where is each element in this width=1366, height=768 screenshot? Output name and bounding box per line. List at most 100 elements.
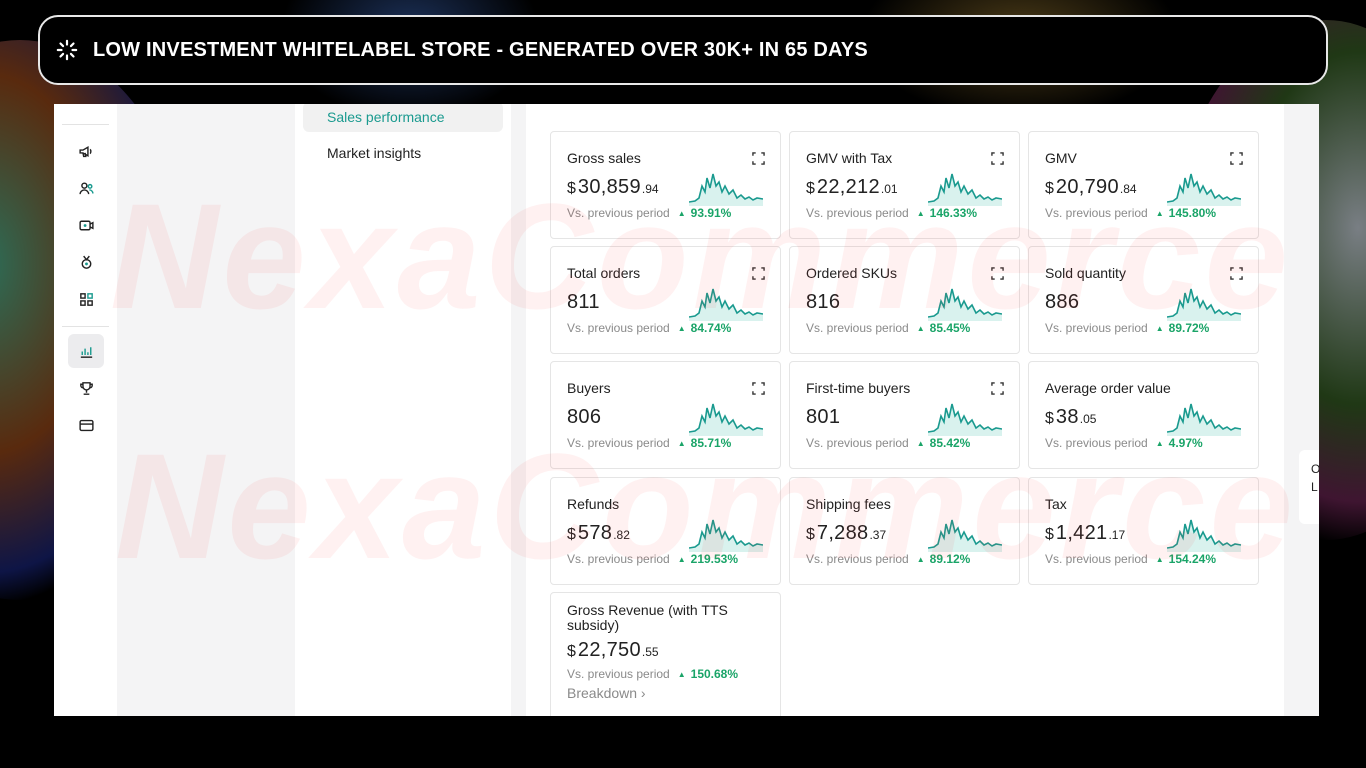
expand-icon[interactable] [991, 152, 1004, 165]
trend-up-icon: ▲ [1155, 554, 1164, 564]
metric-card[interactable]: GMV $20,790.84 Vs. previous period ▲ 145.… [1028, 131, 1259, 239]
comparison: Vs. previous period ▲ 89.12% [806, 552, 970, 566]
megaphone-icon[interactable] [68, 134, 104, 168]
comparison: Vs. previous period ▲ 154.24% [1045, 552, 1216, 566]
trophy-icon[interactable] [68, 371, 104, 405]
comparison-label: Vs. previous period [567, 321, 670, 335]
currency-symbol: $ [806, 180, 815, 197]
metric-card[interactable]: Gross sales $30,859.94 Vs. previous perio… [550, 131, 781, 239]
change-percent: 219.53% [690, 552, 739, 566]
expand-icon[interactable] [752, 267, 765, 280]
metric-value: $20,790.84 [1045, 176, 1137, 199]
metric-value: 801 [806, 406, 840, 429]
expand-icon[interactable] [991, 382, 1004, 395]
comparison: Vs. previous period ▲ 4.97% [1045, 436, 1203, 450]
metric-title: Average order value [1045, 380, 1171, 396]
metric-main-value: 886 [1045, 291, 1080, 313]
comparison: Vs. previous period ▲ 89.72% [1045, 321, 1209, 335]
metric-card[interactable]: Average order value $38.05 Vs. previous p… [1028, 361, 1259, 469]
metric-card[interactable]: Tax $1,421.17 Vs. previous period ▲ 154.2… [1028, 477, 1259, 585]
comparison-label: Vs. previous period [1045, 436, 1148, 450]
metric-title: Gross Revenue (with TTS subsidy) [567, 602, 728, 633]
metric-value: 816 [806, 291, 840, 314]
change-percent: 89.12% [929, 552, 971, 566]
metric-card[interactable]: First-time buyers 801 Vs. previous period… [789, 361, 1020, 469]
rail-divider [62, 124, 109, 125]
breakdown-link[interactable]: Breakdown › [567, 685, 646, 701]
metric-title: Tax [1045, 496, 1067, 512]
metric-value: $38.05 [1045, 406, 1096, 429]
expand-icon[interactable] [752, 382, 765, 395]
metric-card[interactable]: Total orders 811 Vs. previous period ▲ 84… [550, 246, 781, 354]
medal-icon[interactable] [68, 245, 104, 279]
currency-symbol: $ [1045, 410, 1054, 427]
expand-icon[interactable] [1230, 267, 1243, 280]
sparkline-chart [689, 288, 763, 321]
comparison-label: Vs. previous period [567, 667, 670, 681]
metric-value: $22,212.01 [806, 176, 898, 199]
metric-decimal: .37 [869, 528, 887, 542]
users-icon[interactable] [68, 171, 104, 205]
side-card: O L [1299, 450, 1319, 524]
metric-decimal: .82 [613, 528, 630, 542]
expand-icon[interactable] [752, 152, 765, 165]
trend-up-icon: ▲ [916, 438, 925, 448]
apps-icon[interactable] [68, 282, 104, 316]
metric-value: $30,859.94 [567, 176, 659, 199]
analytics-icon[interactable] [68, 334, 104, 368]
metric-main-value: 811 [567, 291, 600, 313]
change-percent: 85.71% [690, 436, 732, 450]
metric-value: 886 [1045, 291, 1079, 314]
metric-main-value: 20,790 [1055, 176, 1119, 198]
metric-card[interactable]: Shipping fees $7,288.37 Vs. previous peri… [789, 477, 1020, 585]
metric-title: GMV [1045, 150, 1077, 166]
metric-card[interactable]: Refunds $578.82 Vs. previous period ▲ 219… [550, 477, 781, 585]
metric-main-value: 30,859 [577, 176, 641, 198]
comparison-label: Vs. previous period [1045, 321, 1148, 335]
comparison: Vs. previous period ▲ 85.71% [567, 436, 731, 450]
metric-card[interactable]: Ordered SKUs 816 Vs. previous period ▲ 85… [789, 246, 1020, 354]
metric-title: GMV with Tax [806, 150, 893, 166]
app-screen: Sales performance Market insights Gross … [54, 104, 1319, 716]
metric-value: $578.82 [567, 522, 630, 545]
metric-title: First-time buyers [806, 380, 911, 396]
nav-market-insights[interactable]: Market insights [327, 145, 422, 161]
change-percent: 84.74% [690, 321, 732, 335]
icon-rail [54, 104, 117, 716]
metric-card[interactable]: Buyers 806 Vs. previous period ▲ 85.71% [550, 361, 781, 469]
video-icon[interactable] [68, 208, 104, 242]
metric-card[interactable]: Sold quantity 886 Vs. previous period ▲ 8… [1028, 246, 1259, 354]
change-percent: 85.45% [929, 321, 971, 335]
change-percent: 4.97% [1168, 436, 1203, 450]
card-icon[interactable] [68, 408, 104, 442]
comparison: Vs. previous period ▲ 219.53% [567, 552, 738, 566]
metric-main-value: 806 [567, 406, 602, 428]
promo-banner: LOW INVESTMENT WHITELABEL STORE - GENERA… [38, 15, 1328, 85]
metric-decimal: .55 [641, 645, 659, 659]
metrics-content: Gross sales $30,859.94 Vs. previous perio… [526, 104, 1284, 716]
metric-main-value: 578 [577, 522, 613, 544]
trend-up-icon: ▲ [677, 323, 686, 333]
metric-main-value: 22,212 [816, 176, 880, 198]
metric-card[interactable]: GMV with Tax $22,212.01 Vs. previous peri… [789, 131, 1020, 239]
sparkline-chart [928, 288, 1002, 321]
metric-main-value: 7,288 [816, 522, 869, 544]
nav-sales-performance[interactable]: Sales performance [303, 104, 503, 132]
metric-title: Ordered SKUs [806, 265, 898, 281]
sparkline-chart [928, 519, 1002, 552]
expand-icon[interactable] [1230, 152, 1243, 165]
metric-decimal: .94 [641, 182, 659, 196]
metric-card[interactable]: Gross Revenue (with TTS subsidy) $22,750.… [550, 592, 781, 716]
comparison-label: Vs. previous period [806, 436, 909, 450]
metric-decimal: .17 [1108, 528, 1126, 542]
sparkline-chart [1167, 173, 1241, 206]
expand-icon[interactable] [991, 267, 1004, 280]
metric-value: $1,421.17 [1045, 522, 1125, 545]
trend-up-icon: ▲ [1155, 323, 1164, 333]
comparison: Vs. previous period ▲ 146.33% [806, 206, 977, 220]
change-percent: 93.91% [690, 206, 732, 220]
metric-main-value: 816 [806, 291, 841, 313]
currency-symbol: $ [567, 180, 576, 197]
change-percent: 154.24% [1168, 552, 1217, 566]
comparison-label: Vs. previous period [1045, 206, 1148, 220]
